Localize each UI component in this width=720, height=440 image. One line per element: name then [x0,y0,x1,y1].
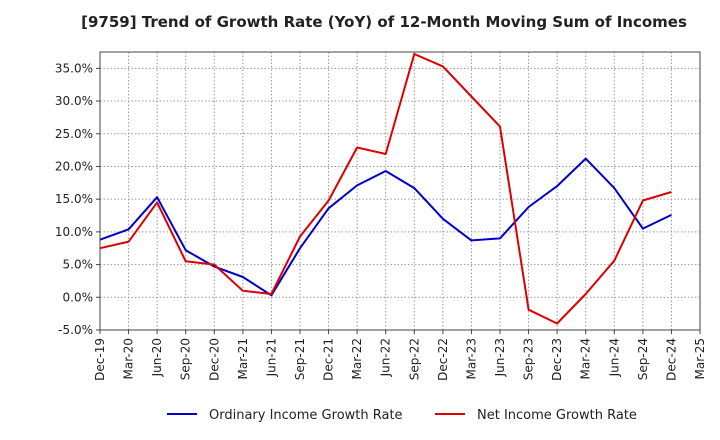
chart-title: [9759] Trend of Growth Rate (YoY) of 12-… [81,13,687,31]
y-tick-label: 5.0% [63,258,94,272]
legend-label: Ordinary Income Growth Rate [209,408,403,423]
x-tick-label: Mar-20 [122,338,136,379]
plot-border [99,51,701,331]
y-tick-label: 15.0% [55,192,93,206]
y-axis: -5.0% 0.0% 5.0% 10.0% 15.0% 20.0% 25.0% 30.0% 35… [55,61,100,337]
x-tick-label: Jun-22 [379,338,393,377]
x-tick-label: Dec-24 [664,338,678,381]
legend-label: Net Income Growth Rate [477,408,637,423]
y-tick-label: 10.0% [55,225,93,239]
series-line-net-income [99,53,672,325]
x-tick-label: Mar-21 [236,338,250,379]
x-tick-label: Dec-23 [550,338,564,381]
y-tick-label: 30.0% [55,94,93,108]
y-tick-label: 25.0% [55,127,93,141]
legend: Ordinary Income Growth Rate Net Income Gr… [167,408,637,423]
y-tick-label: 20.0% [55,159,93,173]
x-tick-label: Mar-23 [464,338,478,379]
x-tick-label: Sep-22 [407,338,421,380]
x-tick-label: Jun-20 [150,338,164,377]
x-tick-label: Dec-21 [322,338,336,381]
y-tick-label: 0.0% [63,290,94,304]
x-tick-label: Sep-21 [293,338,307,380]
x-tick-label: Sep-23 [522,338,536,380]
x-tick-label: Sep-20 [179,338,193,380]
x-tick-label: Sep-24 [636,338,650,380]
x-tick-label: Mar-24 [579,338,593,379]
x-tick-label: Dec-22 [436,338,450,381]
series-line-ordinary-income [99,157,672,297]
y-tick-label: 35.0% [55,61,93,75]
x-tick-label: Mar-22 [350,338,364,379]
y-tick-label: -5.0% [58,323,93,337]
x-axis: Dec-19 Mar-20 Jun-20 Sep-20 Dec-20 Mar-21 Jun-… [93,330,707,381]
x-tick-label: Dec-20 [207,338,221,381]
series-lines [99,53,672,325]
x-tick-label: Jun-23 [493,338,507,377]
x-tick-label: Jun-21 [264,338,278,377]
grid [100,52,700,330]
x-tick-label: Dec-19 [93,338,107,381]
x-tick-label: Mar-25 [693,338,707,379]
x-tick-label: Jun-24 [607,338,621,377]
